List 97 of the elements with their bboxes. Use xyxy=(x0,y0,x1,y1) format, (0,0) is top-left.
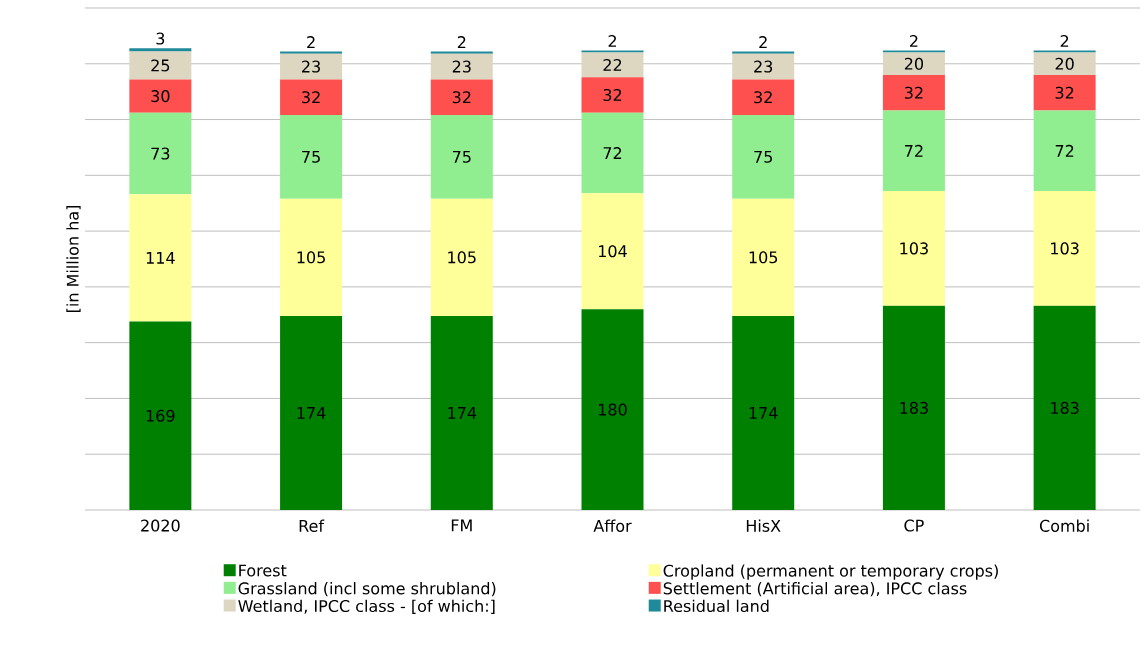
data-label: 32 xyxy=(904,86,923,99)
data-label: 72 xyxy=(905,144,923,157)
data-label: 2 xyxy=(457,36,466,48)
bar xyxy=(581,112,644,194)
data-label: 3 xyxy=(156,32,165,45)
bar xyxy=(280,53,343,80)
y-axis-title: [in Million ha] xyxy=(66,206,81,312)
data-label: 32 xyxy=(603,88,622,102)
bar xyxy=(732,115,795,199)
bar xyxy=(882,50,945,53)
legend-label: Residual land xyxy=(664,599,769,613)
bar xyxy=(1033,190,1096,306)
data-label: 73 xyxy=(151,147,170,160)
bar xyxy=(430,198,493,316)
data-label: 23 xyxy=(754,60,773,73)
bar xyxy=(280,315,343,510)
x-tick-label: 2020 xyxy=(141,519,180,532)
data-label: 20 xyxy=(1055,57,1074,70)
bar xyxy=(280,198,343,316)
bar xyxy=(581,77,644,113)
data-label: 20 xyxy=(904,57,924,70)
data-label: 183 xyxy=(900,401,928,414)
data-label: 23 xyxy=(452,60,471,73)
data-label: 2 xyxy=(910,34,918,47)
bar xyxy=(732,79,795,116)
data-label: 75 xyxy=(302,150,320,163)
data-label: 32 xyxy=(302,91,320,104)
legend-label: Cropland (permanent or temporary crops) xyxy=(663,564,998,580)
data-label: 174 xyxy=(448,407,477,419)
x-tick-label: CP xyxy=(904,519,924,532)
bar xyxy=(581,309,644,510)
data-label: 25 xyxy=(151,59,170,72)
data-label: 103 xyxy=(900,242,928,255)
bar xyxy=(1033,50,1096,53)
bar xyxy=(882,190,945,306)
x-tick-label: Ref xyxy=(299,519,325,532)
legend-label: Settlement (Artificial area), IPCC class xyxy=(663,582,967,597)
data-label: 114 xyxy=(146,252,175,264)
data-label: 32 xyxy=(1055,86,1074,99)
bar xyxy=(129,79,192,113)
bar xyxy=(430,79,493,116)
bar xyxy=(882,52,945,75)
data-label: 104 xyxy=(598,245,627,258)
bar xyxy=(1033,52,1096,75)
bar xyxy=(430,315,493,510)
data-label: 169 xyxy=(146,409,175,422)
bar xyxy=(732,53,795,80)
data-label: 183 xyxy=(1051,401,1079,414)
bar xyxy=(732,51,795,54)
bar xyxy=(1033,305,1096,510)
data-label: 174 xyxy=(297,407,326,419)
data-label: 72 xyxy=(1055,144,1074,157)
data-label: 23 xyxy=(302,60,320,73)
bar xyxy=(430,53,493,80)
x-tick-label: Affor xyxy=(593,519,632,532)
bar xyxy=(732,198,795,316)
bar xyxy=(280,51,343,54)
legend-label: Wetland, IPCC class - [of which:] xyxy=(238,599,495,614)
legend-label: Grassland (incl some shrubland) xyxy=(238,582,496,597)
data-label: 180 xyxy=(598,403,627,416)
data-label: 32 xyxy=(754,91,772,104)
bar xyxy=(280,115,343,199)
bar xyxy=(581,193,644,310)
x-tick-label: FM xyxy=(451,519,472,532)
data-label: 75 xyxy=(754,150,772,163)
x-tick-label: Combi xyxy=(1039,519,1089,532)
data-label: 75 xyxy=(452,150,471,163)
data-label: 105 xyxy=(749,251,778,264)
data-label: 22 xyxy=(603,58,622,71)
bar xyxy=(129,194,192,322)
bar xyxy=(430,51,493,54)
bar xyxy=(581,50,644,53)
bar xyxy=(129,112,192,195)
bar xyxy=(1033,74,1096,111)
data-label: 72 xyxy=(603,147,622,159)
bar xyxy=(581,52,644,78)
data-label: 30 xyxy=(151,90,170,103)
bar xyxy=(1033,110,1096,191)
bar xyxy=(882,110,945,191)
legend-label: Forest xyxy=(239,564,287,577)
bar xyxy=(430,115,493,199)
x-tick-label: HisX xyxy=(746,519,781,532)
bar xyxy=(882,74,945,111)
data-label: 105 xyxy=(448,251,476,264)
data-label: 174 xyxy=(749,407,778,419)
bar xyxy=(280,79,343,116)
data-label: 2 xyxy=(759,36,767,48)
data-label: 103 xyxy=(1051,242,1079,255)
bar xyxy=(732,315,795,510)
bar xyxy=(882,305,945,510)
data-label: 2 xyxy=(307,36,315,48)
data-label: 32 xyxy=(452,91,471,104)
data-label: 2 xyxy=(608,34,616,47)
data-label: 2 xyxy=(1060,34,1069,47)
data-label: 105 xyxy=(297,251,325,264)
bar xyxy=(129,51,192,80)
bar xyxy=(129,321,192,510)
